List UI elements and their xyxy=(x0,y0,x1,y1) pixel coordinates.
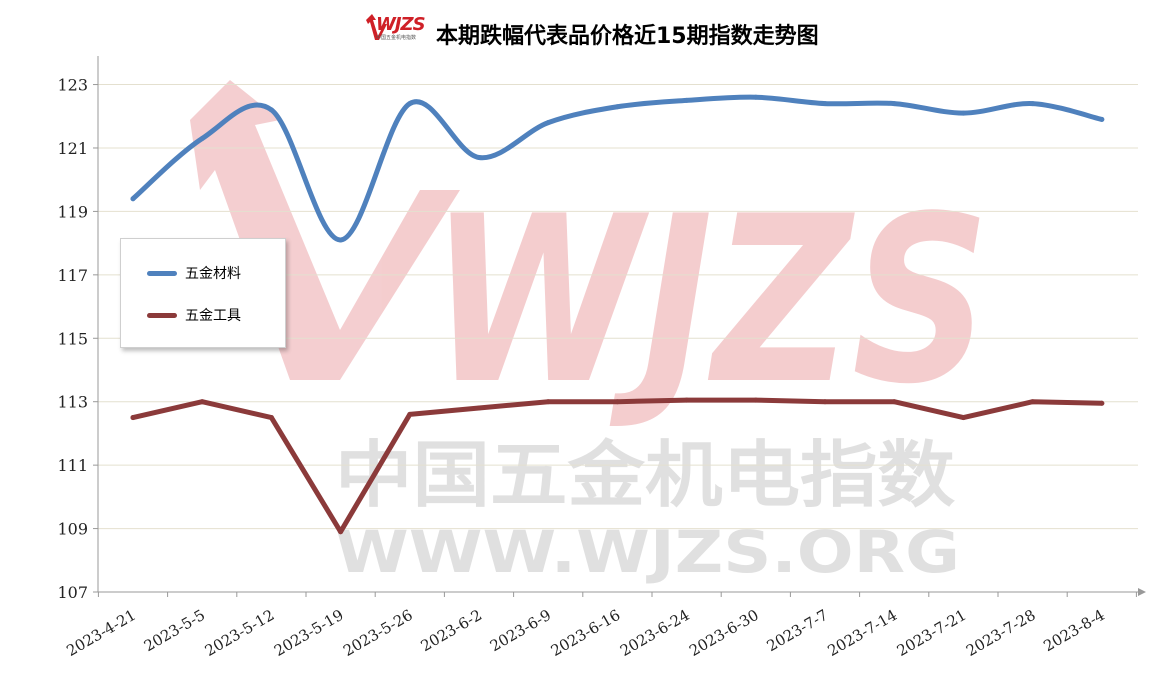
data-point xyxy=(684,397,690,403)
data-point xyxy=(130,196,136,202)
legend: 五金材料 五金工具 xyxy=(120,238,286,348)
y-tick-label: 123 xyxy=(57,76,88,95)
series-line-1 xyxy=(130,94,1105,243)
data-point xyxy=(614,104,620,110)
x-tick-label: 2023-8-4 xyxy=(1040,606,1107,655)
data-point xyxy=(476,154,482,160)
x-tick-labels: 2023-4-21 2023-5-52023-5-122023-5-192023-… xyxy=(63,606,1107,660)
legend-label-series-1: 五金材料 xyxy=(185,266,241,282)
watermark-logo-text: WJZS xyxy=(430,168,990,435)
data-point xyxy=(614,399,620,405)
data-point xyxy=(338,237,344,243)
logo-text: WJZS xyxy=(376,14,426,35)
x-axis-arrow xyxy=(1138,588,1146,596)
data-point xyxy=(1030,399,1036,405)
x-tick-label: 2023-5-12 xyxy=(202,606,278,660)
axes xyxy=(97,56,1146,597)
legend-swatch-series-2 xyxy=(147,312,177,318)
watermark-logo-arrow xyxy=(190,80,460,380)
data-point xyxy=(407,101,413,107)
data-point xyxy=(130,415,136,421)
data-point xyxy=(891,399,897,405)
y-tick-label: 111 xyxy=(57,456,88,475)
x-tick-label: 2023-6-30 xyxy=(686,606,762,660)
data-point xyxy=(822,101,828,107)
data-point xyxy=(753,94,759,100)
data-point xyxy=(1099,400,1105,406)
watermark-line1: 中国五金机电指数 xyxy=(335,433,955,517)
data-point xyxy=(960,415,966,421)
data-point xyxy=(338,529,344,535)
y-tick-label: 115 xyxy=(57,329,88,348)
y-tick-label: 107 xyxy=(57,583,88,602)
data-point xyxy=(753,397,759,403)
y-tick-label: 113 xyxy=(57,393,88,412)
data-point xyxy=(199,399,205,405)
legend-item-series-2: 五金工具 xyxy=(147,305,241,325)
data-point xyxy=(1030,101,1036,107)
series-lines xyxy=(130,94,1105,535)
watermark: WJZS 中国五金机电指数 WWW.WJZS.ORG xyxy=(190,80,990,586)
y-tick-labels: 107 109 111 113 115 117 119 121 123 xyxy=(57,76,88,602)
data-point xyxy=(822,399,828,405)
y-tick-label: 119 xyxy=(57,202,88,221)
legend-item-series-1: 五金材料 xyxy=(147,263,241,283)
wjzs-logo: WJZS 中国五金机电指数 xyxy=(362,10,426,50)
y-tick-label: 117 xyxy=(57,266,88,285)
x-tick-label: 2023-7-28 xyxy=(963,606,1039,660)
x-tick-label: 2023-7-7 xyxy=(764,606,831,655)
chart-header: WJZS 中国五金机电指数 本期跌幅代表品价格近15期指数走势图 xyxy=(0,0,1157,60)
logo-subtext: 中国五金机电指数 xyxy=(376,35,417,41)
data-point xyxy=(960,110,966,116)
data-point xyxy=(545,399,551,405)
x-tick-label: 2023-6-9 xyxy=(487,606,554,655)
chart-title: 本期跌幅代表品价格近15期指数走势图 xyxy=(436,24,819,49)
y-tick-label: 121 xyxy=(57,139,88,158)
legend-label-series-2: 五金工具 xyxy=(185,308,241,324)
x-tick-label: 2023-5-5 xyxy=(141,606,208,655)
data-point xyxy=(476,405,482,411)
x-tick-label: 2023-6-24 xyxy=(617,606,693,660)
watermark-line2: WWW.WJZS.ORG xyxy=(335,518,960,586)
x-tick-label: 2023-5-26 xyxy=(340,606,416,660)
data-point xyxy=(684,97,690,103)
x-tick-label: 2023-6-16 xyxy=(548,606,624,660)
data-point xyxy=(268,415,274,421)
x-tick-label: 2023-6-2 xyxy=(418,606,485,655)
data-point xyxy=(268,107,274,113)
data-point xyxy=(1099,116,1105,122)
data-point xyxy=(891,101,897,107)
data-point xyxy=(407,411,413,417)
y-tick-label: 109 xyxy=(57,520,88,539)
legend-swatch-series-1 xyxy=(147,270,177,276)
x-tick-label: 2023-7-21 xyxy=(894,606,970,660)
data-point xyxy=(199,135,205,141)
x-tick-label: 2023-5-19 xyxy=(271,606,347,660)
logo-arrow-icon xyxy=(366,14,387,40)
x-tick-label: 2023-7-14 xyxy=(825,606,901,660)
data-point xyxy=(545,120,551,126)
x-tick-label: 2023-4-21 xyxy=(63,606,139,660)
